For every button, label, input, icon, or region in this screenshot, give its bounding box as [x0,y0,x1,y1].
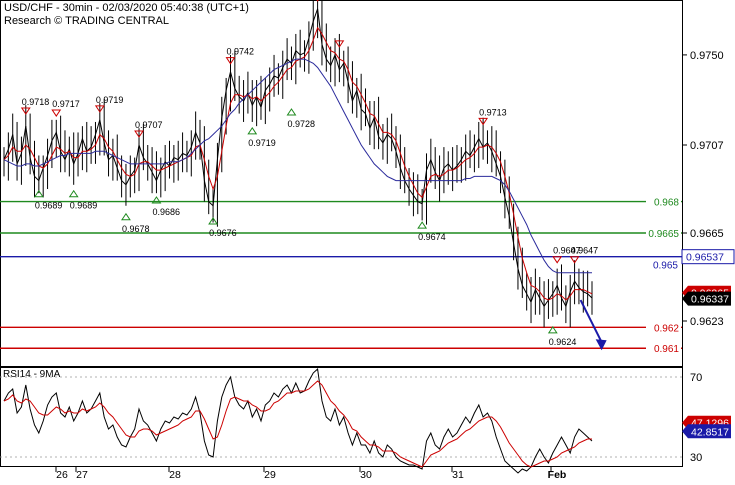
peak-label: 0.9647 [571,246,599,256]
peak-label: 0.9718 [22,97,50,107]
price-y-tick-label: 0.9750 [690,50,724,62]
level-label-bg [646,194,681,208]
price-y-tick-label: 0.9623 [690,316,724,328]
trough-label: 0.9689 [35,201,63,211]
peak-marker [20,107,31,115]
peak-label: 0.9707 [135,120,163,130]
trough-marker [247,126,258,135]
trough-label: 0.9719 [248,138,276,148]
time-tick-label: 31 [452,469,464,480]
forecast-arrow-shaft [579,299,603,343]
peak-marker [225,57,236,65]
level-label: 0.9665 [648,229,679,240]
peak-label: 0.9713 [479,107,507,117]
peak-label: 0.9719 [96,95,124,105]
rsi-y-tick-label: 30 [690,452,702,464]
peak-label: 0.9742 [226,47,254,57]
price-y-tick-label: 0.9665 [690,228,724,240]
time-tick-label: 27 [76,469,88,480]
price-tag [682,291,731,306]
forecast-arrow-head [595,339,607,351]
price-panel-frame [0,0,683,367]
peak-marker [334,40,345,48]
peak-marker [51,109,62,117]
level-label-bg [646,341,681,355]
trough-marker [286,108,297,116]
rsi-value-tag [682,424,731,439]
peak-marker [552,256,563,264]
rsi-value-tag-label: 42.8517 [691,426,729,438]
slow-ma-line [3,58,592,274]
trough-marker [68,189,79,198]
time-tick-label: 29 [264,469,276,480]
peak-marker [94,105,105,113]
time-tick-label: 30 [360,469,372,480]
rsi-ma-line [3,380,592,468]
rsi-line [3,367,593,474]
rsi-title: RSI14 - 9MA [3,369,61,380]
trough-label: 0.9674 [418,232,446,242]
trough-label: 0.9686 [152,207,180,217]
rsi-panel-frame [0,367,683,467]
peak-label: 0.9717 [52,99,80,109]
trough-label: 0.9676 [209,228,237,238]
level-label: 0.961 [654,344,679,355]
trough-label: 0.9728 [287,119,315,129]
trough-marker [208,217,219,225]
peak-marker [569,256,580,264]
chart-title: USD/CHF - 30min - 02/03/2020 05:40:38 (U… [4,2,249,14]
peak-marker [134,130,144,138]
trough-marker [151,196,162,204]
level-label-bg [646,320,681,334]
price-line [3,8,593,308]
trough-marker [417,221,428,229]
chart-subtitle: Research © TRADING CENTRAL [4,15,169,27]
level-label-bg [646,226,681,239]
peak-label: 0.9647 [553,246,581,256]
peak-marker [478,117,489,126]
trough-label: 0.9624 [549,337,577,347]
trough-marker [547,326,558,334]
price-tag-label: 0.96337 [691,294,729,306]
trough-label: 0.9689 [70,201,98,211]
level-label: 0.965 [653,260,678,271]
time-tick-label: Feb [548,469,567,480]
time-tick-label: 26 [56,469,68,480]
rsi-y-tick-label: 70 [690,372,702,384]
price-y-tick-label: 0.9707 [690,140,724,152]
trough-marker [33,189,44,198]
level-label-box [681,249,735,265]
trough-marker [121,212,131,221]
trough-label: 0.9678 [122,224,150,234]
fast-ma-line [3,26,593,301]
level-label: 0.962 [654,323,679,334]
time-tick-label: 28 [169,469,181,480]
level-axis-label: 0.96537 [686,252,724,264]
level-label: 0.968 [654,198,679,209]
